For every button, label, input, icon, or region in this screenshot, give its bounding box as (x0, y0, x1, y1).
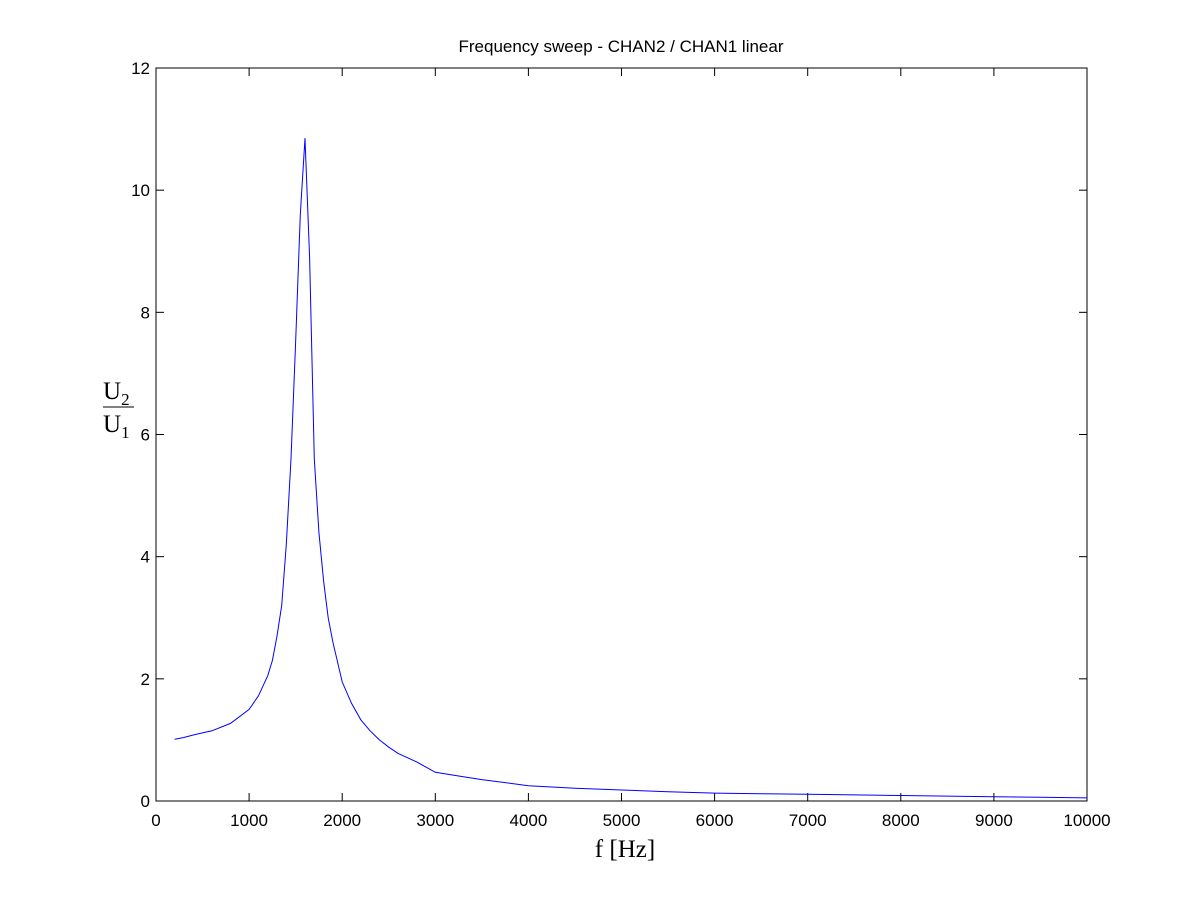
y-axis-label-denominator: U1 (103, 411, 130, 442)
x-tick-label: 3000 (416, 811, 454, 830)
y-label-den-base: U (103, 411, 121, 438)
series-line (174, 138, 1088, 799)
y-tick-labels: 0 2 4 6 8 10 12 (131, 59, 150, 811)
y-label-num-base: U (103, 378, 121, 405)
x-tick-label: 10000 (1063, 811, 1110, 830)
plot-area (155, 67, 1088, 802)
x-tick-label: 8000 (882, 811, 920, 830)
y-tick-label: 6 (141, 426, 150, 445)
y-tick-label: 0 (141, 792, 150, 811)
y-axis-label-numerator: U2 (103, 378, 130, 409)
x-tick-label: 9000 (975, 811, 1013, 830)
x-tick-label: 2000 (323, 811, 361, 830)
x-tick-label: 5000 (603, 811, 641, 830)
y-tick-label: 8 (141, 303, 150, 322)
y-tick-label: 2 (141, 670, 150, 689)
y-label-den-sub: 1 (121, 423, 130, 442)
x-tick-label: 1000 (230, 811, 268, 830)
ticks (155, 67, 1088, 802)
x-tick-label: 0 (151, 811, 160, 830)
y-label-num-sub: 2 (121, 390, 130, 409)
x-tick-label: 7000 (789, 811, 827, 830)
chart-title: Frequency sweep - CHAN2 / CHAN1 linear (458, 37, 783, 56)
x-tick-label: 6000 (696, 811, 734, 830)
x-tick-label: 4000 (509, 811, 547, 830)
x-tick-labels: 0 1000 2000 3000 4000 5000 6000 7000 8000 9000 100… (151, 811, 1110, 830)
y-tick-label: 10 (131, 181, 150, 200)
y-axis-label: U2 U1 (103, 378, 134, 442)
x-axis-label: f [Hz] (595, 836, 655, 863)
y-tick-label: 12 (131, 59, 150, 78)
y-tick-label: 4 (141, 548, 150, 567)
